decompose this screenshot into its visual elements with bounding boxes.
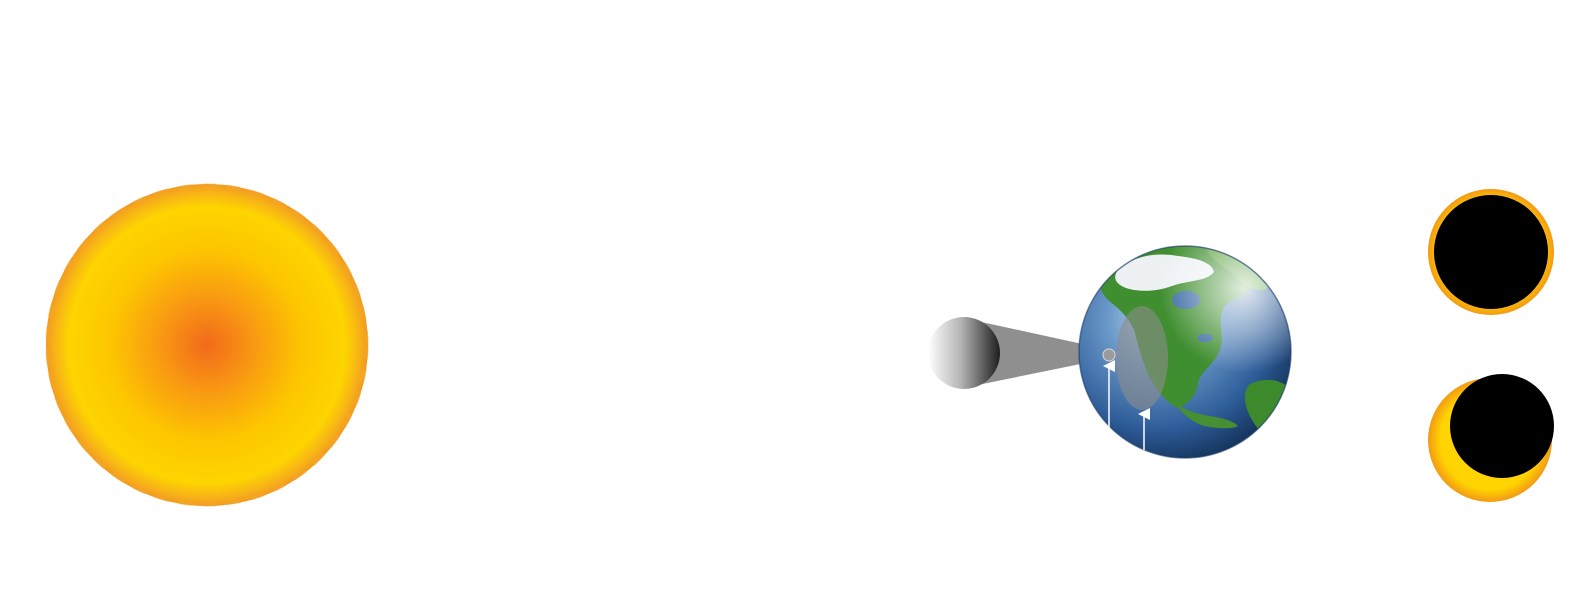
- earth-outline: [1078, 245, 1292, 459]
- total-eclipse-moon-disc: [1434, 195, 1548, 309]
- earth: [1078, 245, 1292, 459]
- sun: [45, 183, 369, 507]
- moon-shadow-cone: [963, 318, 1110, 388]
- partial-eclipse-view: [1428, 374, 1554, 502]
- earth-highlight: [1079, 246, 1291, 458]
- sun-limb: [45, 183, 369, 507]
- total-eclipse-view: [1428, 189, 1554, 315]
- sun-disc: [46, 184, 368, 506]
- moon: [928, 317, 1000, 389]
- moon-disc: [928, 317, 1000, 389]
- partial-eclipse-moon-disc: [1450, 374, 1554, 478]
